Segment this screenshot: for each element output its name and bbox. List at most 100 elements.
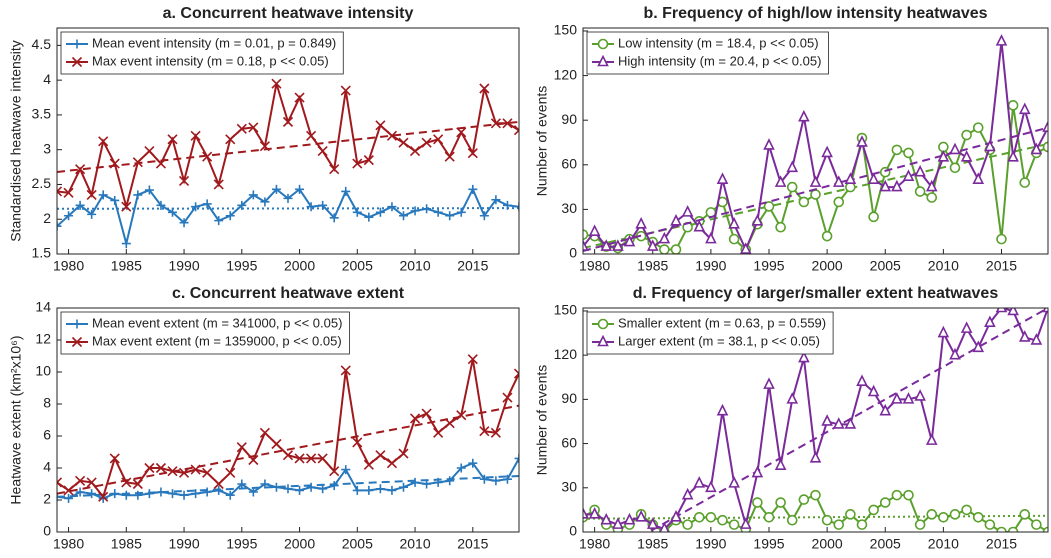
plot [583, 34, 1048, 254]
marker [352, 207, 362, 217]
x-tick-label: 2010 [399, 536, 430, 552]
marker [433, 477, 443, 487]
trend-line [57, 120, 519, 173]
marker [752, 497, 763, 508]
marker [879, 403, 892, 416]
marker [352, 485, 362, 495]
marker [926, 509, 938, 520]
marker [809, 175, 822, 187]
marker [341, 465, 351, 475]
marker [86, 189, 97, 200]
marker [63, 485, 74, 496]
marker [479, 211, 489, 221]
marker [832, 175, 845, 187]
marker [798, 196, 810, 208]
marker [646, 239, 659, 251]
panel-title: b. Frequency of high/low intensity heatw… [643, 5, 987, 22]
marker [949, 142, 961, 155]
marker [879, 179, 892, 192]
marker [751, 214, 764, 226]
marker [623, 512, 636, 525]
marker [318, 200, 328, 210]
marker [821, 145, 833, 158]
y-tick-label: 30 [561, 478, 577, 494]
x-tick-label: 1980 [53, 258, 84, 274]
y-tick-label: 2 [43, 491, 51, 507]
legend-marker [597, 334, 609, 347]
marker [902, 392, 915, 404]
marker [513, 368, 519, 379]
marker [317, 453, 328, 464]
legend-box [60, 31, 344, 75]
plot [583, 308, 1048, 532]
marker [502, 200, 512, 210]
series-line [57, 83, 519, 211]
marker [1042, 526, 1048, 532]
marker [364, 212, 374, 222]
marker [468, 184, 478, 194]
marker [178, 175, 190, 187]
marker [399, 211, 408, 221]
marker [868, 504, 879, 516]
panel: c. Concurrent heatwave extent Heatwave ex… [8, 285, 520, 552]
x-tick-label: 1990 [168, 258, 199, 274]
marker [809, 451, 822, 463]
marker [490, 427, 501, 438]
marker [341, 186, 351, 196]
marker [433, 207, 443, 217]
marker [237, 479, 247, 489]
marker [144, 489, 154, 499]
marker [786, 514, 798, 526]
x-tick-label: 1980 [579, 536, 610, 552]
marker [856, 135, 868, 147]
marker [191, 489, 201, 499]
legend-label: Larger extent (m = 38.1, p << 0.05) [618, 333, 820, 348]
marker [502, 118, 513, 129]
marker [202, 467, 213, 478]
marker [179, 490, 189, 500]
legend-marker [597, 38, 609, 50]
marker [110, 195, 120, 205]
x-tick-label: 2015 [457, 536, 488, 552]
marker [352, 437, 363, 448]
marker [410, 477, 420, 487]
panel: d. Frequency of larger/smaller extent he… [534, 285, 1049, 552]
panel: a. Concurrent heatwave intensity Standard… [8, 5, 520, 274]
marker [798, 350, 810, 363]
y-tick-label: 2.5 [32, 175, 52, 191]
marker [670, 244, 682, 254]
marker [798, 109, 810, 122]
marker [961, 129, 972, 141]
x-tick-label: 2000 [284, 258, 315, 274]
panel-title: d. Frequency of larger/smaller extent he… [633, 285, 999, 302]
legend: Mean event extent (m = 341000, p << 0.05… [60, 311, 350, 355]
marker [972, 122, 984, 133]
marker [167, 466, 178, 477]
marker [658, 231, 671, 244]
y-tick-label: 120 [554, 346, 578, 362]
marker [949, 509, 961, 520]
marker [774, 458, 787, 470]
marker [984, 519, 996, 530]
y-tick-label: 12 [35, 331, 51, 347]
marker [75, 487, 85, 497]
marker [156, 487, 166, 497]
marker [739, 242, 752, 254]
marker [248, 487, 258, 497]
trend-line [57, 404, 519, 495]
marker [717, 514, 728, 526]
marker [132, 478, 143, 490]
marker [64, 211, 74, 221]
marker [646, 517, 659, 529]
y-tick-label: 10 [35, 363, 51, 379]
y-tick-label: 3 [43, 140, 51, 156]
marker [513, 125, 519, 136]
marker [996, 233, 1007, 245]
y-axis-label: Standardised heatwave intensity [8, 40, 24, 242]
marker [1018, 102, 1031, 115]
x-tick-label: 1985 [637, 258, 668, 274]
marker [467, 354, 478, 365]
marker [479, 83, 490, 94]
x-tick-label: 2015 [986, 258, 1017, 274]
marker [63, 187, 74, 198]
